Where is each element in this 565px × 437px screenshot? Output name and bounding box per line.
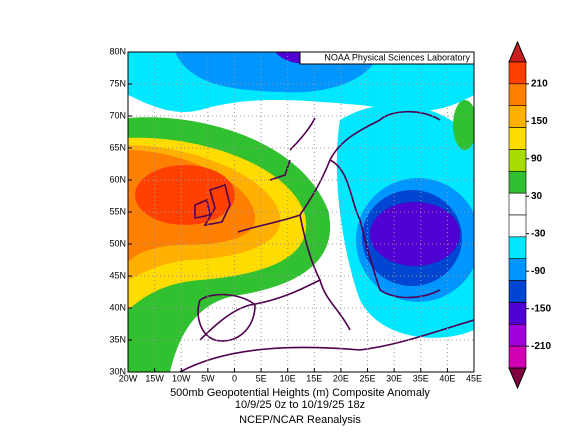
colorbar-label: -90 <box>531 266 546 277</box>
lon-label: 15E <box>306 373 322 383</box>
lon-label: 40E <box>439 373 455 383</box>
lat-label: 35N <box>109 334 126 344</box>
colorbar-swatch <box>508 323 527 347</box>
colorbar-swatch <box>508 170 527 194</box>
lat-label: 55N <box>109 206 126 216</box>
lat-label: 50N <box>109 238 126 248</box>
title-line: NCEP/NCAR Reanalysis <box>239 414 361 426</box>
colorbar-label: 90 <box>531 153 543 164</box>
colorbar-label: -210 <box>531 341 551 352</box>
lat-label: 75N <box>109 78 126 88</box>
lon-label: 45E <box>466 373 482 383</box>
lat-label: 45N <box>109 270 126 280</box>
lon-label: 25E <box>360 373 376 383</box>
title-line: 500mb Geopotential Heights (m) Composite… <box>170 387 430 399</box>
lon-label: 20W <box>119 373 138 383</box>
colorbar-label: -30 <box>531 228 546 239</box>
colorbar-swatch <box>508 302 527 325</box>
lat-label: 65N <box>109 142 126 152</box>
lat-label: 40N <box>109 302 126 312</box>
colorbar-swatch <box>508 127 527 150</box>
colorbar-swatch <box>508 258 527 281</box>
colorbar-label: -150 <box>531 303 551 314</box>
colorbar-swatch <box>508 214 527 238</box>
lon-label: 20E <box>333 373 349 383</box>
lon-label: 30E <box>386 373 402 383</box>
title-line: 10/9/25 0z to 10/19/25 18z <box>235 399 365 411</box>
lon-label: 10W <box>172 373 191 383</box>
graticule <box>128 52 474 372</box>
anomaly-field <box>128 52 474 372</box>
lon-label: 0 <box>232 373 237 383</box>
lon-label: 5E <box>256 373 267 383</box>
colorbar-label: 30 <box>531 191 543 202</box>
colorbar-swatch <box>508 149 527 172</box>
lat-label: 70N <box>109 110 126 120</box>
colorbar-swatch <box>508 280 527 303</box>
credit: NOAA Physical Sciences Laboratory <box>324 52 470 62</box>
colorbar-label: 210 <box>531 78 548 89</box>
lon-label: 35E <box>413 373 429 383</box>
lon-label: 10E <box>280 373 296 383</box>
colorbar-swatch <box>508 236 527 260</box>
colorbar-swatch <box>508 345 527 369</box>
lat-label: 80N <box>109 46 126 56</box>
colorbar-swatch <box>508 61 527 85</box>
credit-box <box>299 51 475 65</box>
colorbar-swatch <box>508 192 527 216</box>
lon-label: 15W <box>145 373 164 383</box>
lon-label: 5W <box>201 373 215 383</box>
colorbar-cap <box>508 367 527 390</box>
colorbar-label: 150 <box>531 116 548 127</box>
colorbar-swatch <box>508 105 527 128</box>
lat-label: 30N <box>109 366 126 376</box>
lat-label: 60N <box>109 174 126 184</box>
colorbar-swatch <box>508 83 527 107</box>
colorbar-cap <box>508 40 527 63</box>
